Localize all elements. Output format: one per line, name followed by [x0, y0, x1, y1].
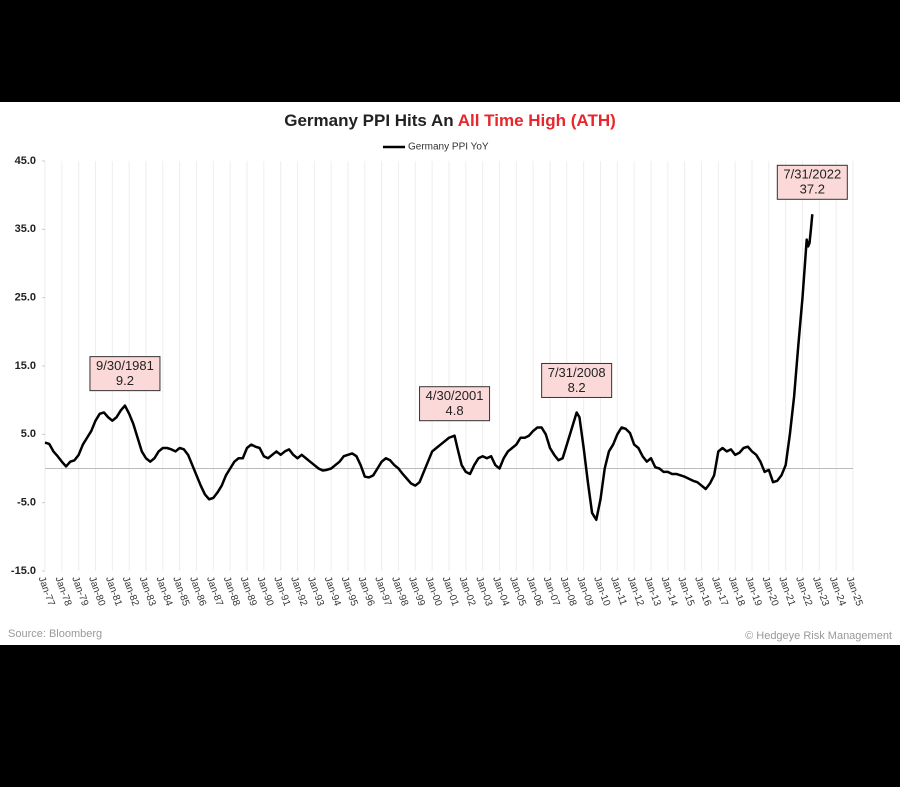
annotation-box: [776, 164, 848, 200]
annotation-box: [419, 386, 491, 422]
annotation-date: 7/31/2022: [783, 167, 841, 182]
annotation-value: 8.2: [568, 380, 586, 395]
title-part: Germany PPI Hits An: [284, 111, 453, 130]
y-tick-label: 5.0: [21, 428, 36, 440]
y-tick-label: -5.0: [17, 497, 36, 509]
annotation-box: [541, 362, 613, 398]
annotation-date: 9/30/1981: [96, 358, 154, 373]
y-tick-label: 25.0: [15, 292, 36, 304]
annotation-box: [89, 356, 161, 392]
series-line: [44, 214, 814, 521]
y-tick-label: 15.0: [15, 360, 36, 372]
chart-title: Germany PPI Hits An All Time High (ATH): [284, 111, 616, 130]
source: Source: Bloomberg: [8, 628, 102, 640]
annotation-value: 4.8: [446, 403, 464, 418]
y-tick-label: -15.0: [11, 565, 36, 577]
title-highlight: All Time High (ATH): [458, 111, 616, 130]
y-tick-label: 45.0: [15, 155, 36, 167]
annotation-value: 37.2: [800, 182, 825, 197]
annotation-value: 9.2: [116, 373, 134, 388]
annotation-date: 4/30/2001: [426, 388, 484, 403]
credit: © Hedgeye Risk Management: [745, 630, 892, 642]
y-tick-label: 35.0: [15, 223, 36, 235]
legend-label: Germany PPI YoY: [408, 142, 489, 153]
annotation-date: 7/31/2008: [548, 365, 606, 380]
